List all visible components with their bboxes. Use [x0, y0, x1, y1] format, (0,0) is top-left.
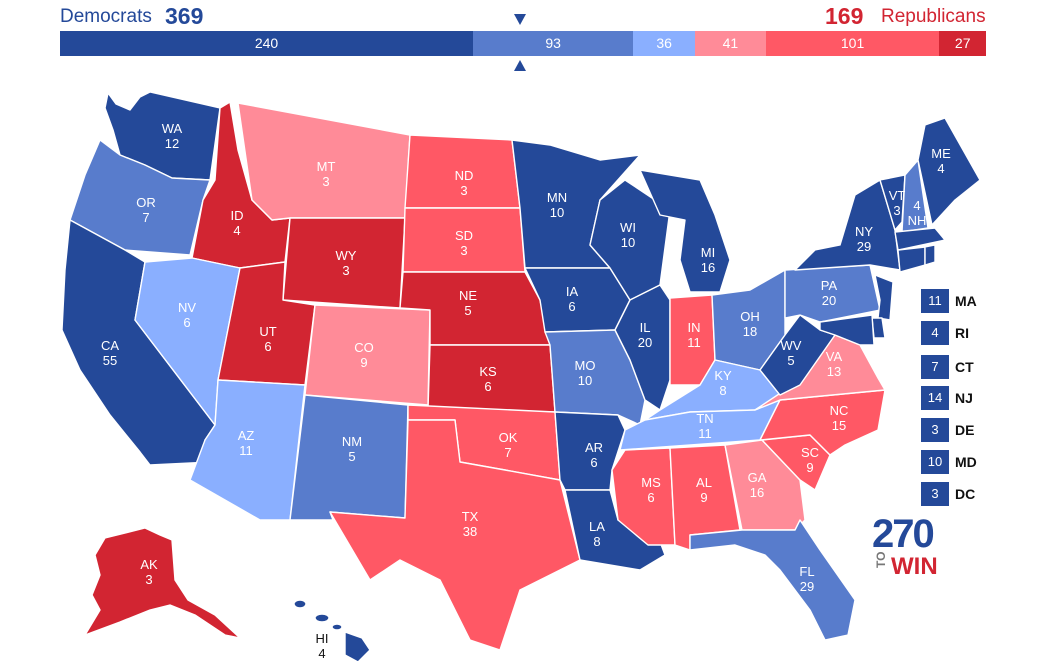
state-label-va: VA 13 — [826, 349, 843, 379]
small-state-ev: 11 — [921, 289, 949, 313]
small-state-de[interactable]: 3 DE — [921, 418, 974, 442]
tally-segment-likely-dem: 93 — [473, 31, 634, 56]
state-label-ky: KY 8 — [714, 368, 732, 398]
state-label-nd: ND 3 — [455, 168, 474, 198]
state-label-pa: PA 20 — [821, 278, 838, 308]
tally-segment-lean-dem: 36 — [633, 31, 696, 56]
state-labels: WA 12 OR 7 CA 55 ID 4 NV 6 MT 3 WY 3 UT 6 AZ 11 C… — [101, 121, 951, 661]
state-label-nh: 4 NH — [908, 198, 927, 228]
state-hi[interactable] — [293, 599, 371, 663]
small-state-abbr: CT — [955, 359, 974, 375]
logo-number: 270 — [872, 512, 935, 556]
small-state-ev: 10 — [921, 450, 949, 474]
state-label-fl: FL 29 — [799, 564, 814, 594]
state-label-oh: OH 18 — [740, 309, 760, 339]
state-az[interactable] — [189, 379, 306, 521]
270towin-logo[interactable]: 270 TO WIN — [872, 514, 952, 586]
state-label-al: AL 9 — [696, 475, 712, 505]
state-label-wa: WA 12 — [162, 121, 183, 151]
small-state-abbr: RI — [955, 325, 969, 341]
state-shapes — [61, 91, 981, 663]
state-fl[interactable] — [689, 519, 856, 641]
small-state-ev: 7 — [921, 355, 949, 379]
state-label-mo: MO 10 — [575, 358, 596, 388]
270-marker-up-icon — [514, 60, 526, 71]
small-state-dc[interactable]: 3 DC — [921, 482, 975, 506]
tally-segment-likely-rep: 101 — [765, 31, 940, 56]
state-label-vt: VT 3 — [889, 188, 906, 218]
republicans-total: 169 — [825, 3, 864, 29]
state-me[interactable] — [917, 117, 981, 226]
state-mi[interactable] — [639, 169, 731, 293]
small-state-abbr: MA — [955, 293, 977, 309]
state-ri[interactable] — [924, 244, 936, 266]
small-state-abbr: DE — [955, 422, 975, 438]
state-label-co: CO 9 — [354, 340, 374, 370]
state-label-ca: CA 55 — [101, 338, 119, 368]
state-tx[interactable] — [329, 419, 581, 651]
state-md[interactable] — [819, 314, 875, 346]
state-label-mt: MT 3 — [317, 159, 336, 189]
small-state-ma[interactable]: 11 MA — [921, 289, 977, 313]
state-label-nm: NM 5 — [342, 434, 362, 464]
small-state-md[interactable]: 10 MD — [921, 450, 977, 474]
small-state-ev: 3 — [921, 482, 949, 506]
republicans-label: Republicans — [881, 6, 986, 27]
electoral-tally-bar: 240 93 36 41 101 27 — [60, 31, 986, 56]
state-label-wv: WV 5 — [781, 338, 802, 368]
tally-segment-safe-rep: 27 — [939, 31, 986, 56]
state-label-id: ID 4 — [231, 208, 244, 238]
state-label-ak: AK 3 — [140, 557, 158, 587]
state-label-me: ME 4 — [931, 146, 951, 176]
state-label-az: AZ 11 — [238, 428, 255, 458]
small-state-abbr: MD — [955, 454, 977, 470]
democrats-total: 369 — [165, 3, 204, 29]
state-ma[interactable] — [894, 227, 946, 251]
state-label-ia: IA 6 — [566, 284, 579, 314]
state-label-ny: NY 29 — [855, 224, 873, 254]
state-label-nv: NV 6 — [178, 300, 196, 330]
state-label-ga: GA 16 — [748, 470, 767, 500]
small-state-ri[interactable]: 4 RI — [921, 321, 969, 345]
state-label-mi: MI 16 — [701, 245, 715, 275]
state-label-ks: KS 6 — [479, 364, 497, 394]
small-state-ct[interactable]: 7 CT — [921, 355, 974, 379]
270-marker-down-icon — [514, 14, 526, 25]
small-state-ev: 4 — [921, 321, 949, 345]
democrats-label: Democrats — [60, 6, 152, 27]
state-label-ok: OK 7 — [499, 430, 518, 460]
tally-segment-lean-rep: 41 — [695, 31, 766, 56]
small-state-nj[interactable]: 14 NJ — [921, 386, 973, 410]
state-label-ms: MS 6 — [641, 475, 661, 505]
state-label-or: OR 7 — [136, 195, 156, 225]
state-label-ut: UT 6 — [259, 324, 276, 354]
state-label-hi: HI 4 — [316, 631, 329, 661]
state-label-ne: NE 5 — [459, 288, 477, 318]
logo-to: TO — [874, 551, 888, 568]
state-label-wy: WY 3 — [336, 248, 357, 278]
state-label-sd: SD 3 — [455, 228, 473, 258]
state-ct[interactable] — [897, 246, 926, 273]
small-state-ev: 3 — [921, 418, 949, 442]
tally-segment-safe-dem: 240 — [60, 31, 474, 56]
small-state-abbr: DC — [955, 486, 976, 502]
logo-win: WIN — [891, 553, 938, 580]
state-label-tx: TX 38 — [462, 509, 479, 539]
state-label-ar: AR 6 — [585, 440, 603, 470]
state-nj[interactable] — [874, 274, 894, 321]
state-label-tn: TN 11 — [696, 411, 713, 441]
state-label-mn: MN 10 — [547, 190, 567, 220]
state-ar[interactable] — [554, 411, 626, 491]
state-label-sc: SC 9 — [801, 445, 819, 475]
state-label-in: IN 11 — [687, 320, 701, 350]
state-ak[interactable] — [84, 527, 241, 639]
small-state-abbr: NJ — [955, 390, 973, 406]
state-label-la: LA 8 — [589, 519, 605, 549]
state-label-wi: WI 10 — [620, 220, 636, 250]
state-label-il: IL 20 — [638, 320, 652, 350]
small-state-ev: 14 — [921, 386, 949, 410]
state-label-nc: NC 15 — [830, 403, 849, 433]
